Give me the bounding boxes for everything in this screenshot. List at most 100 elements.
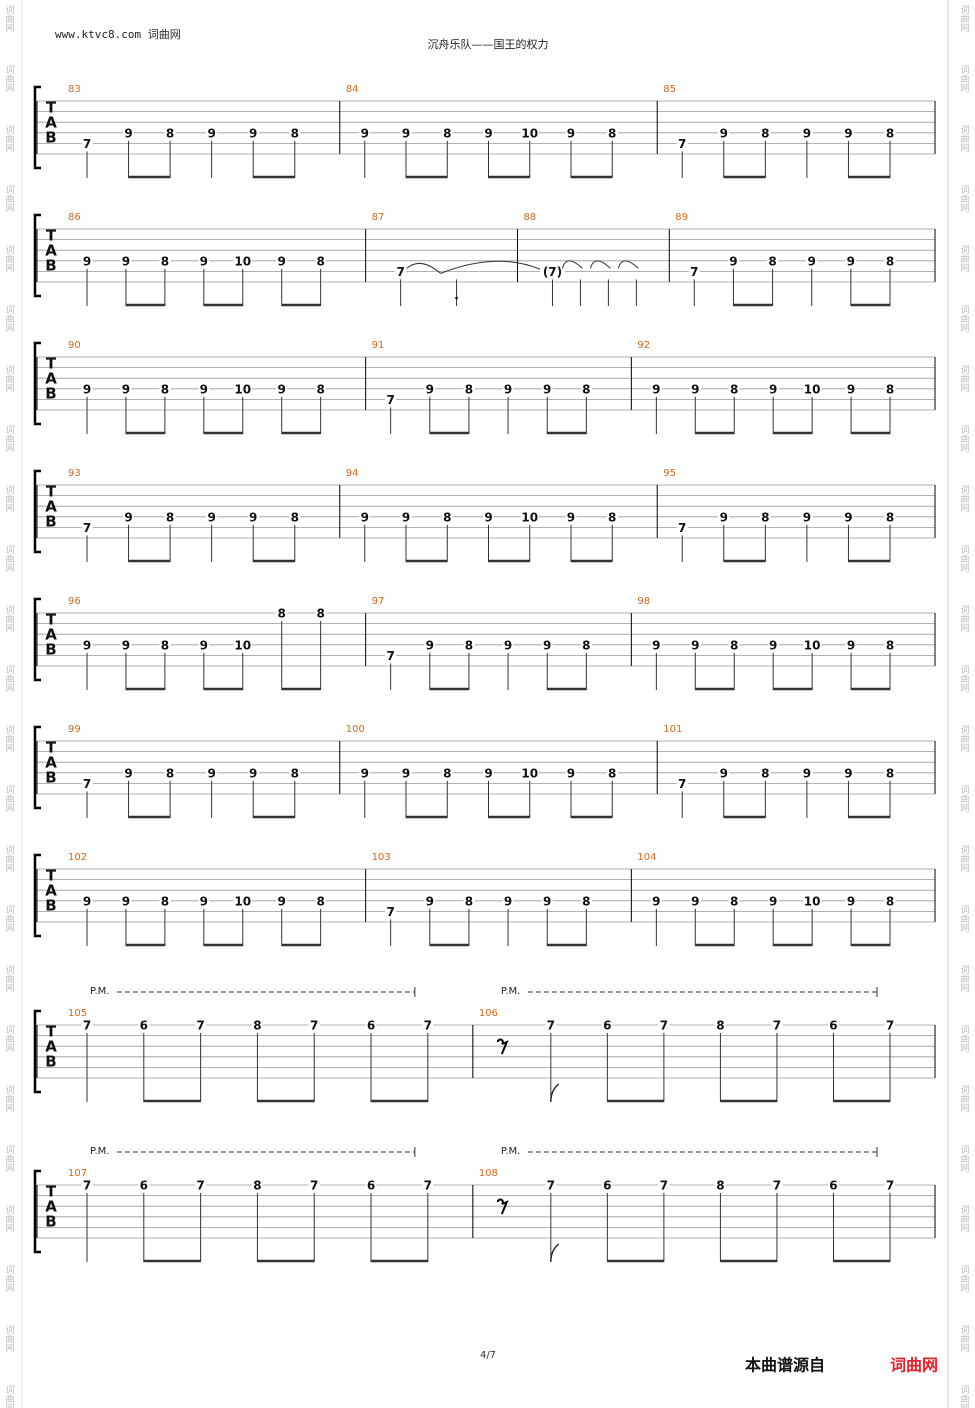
fret-bg xyxy=(541,382,553,395)
fret-number: 10 xyxy=(234,638,251,652)
tab-letter: T xyxy=(46,867,57,885)
fret-number: 6 xyxy=(367,1179,375,1193)
fret-number: 7 xyxy=(424,1179,432,1193)
fret-number: 9 xyxy=(652,382,660,396)
fret-bg xyxy=(308,1019,320,1031)
fret-number: 7 xyxy=(547,1179,555,1193)
fret-bg xyxy=(81,1019,93,1031)
fret-number: 8 xyxy=(166,126,174,140)
fret-bg xyxy=(689,638,701,651)
fret-number: 6 xyxy=(603,1019,611,1033)
fret-number: 9 xyxy=(691,382,699,396)
measure-number: 95 xyxy=(663,468,676,479)
fret-bg xyxy=(650,382,662,395)
fret-number: 9 xyxy=(652,894,660,908)
fret-bg xyxy=(422,1019,434,1031)
fret-bg xyxy=(601,1179,613,1191)
rest xyxy=(496,1198,509,1215)
fret-bg xyxy=(759,766,771,779)
fret-number: 9 xyxy=(504,382,512,396)
fret-bg xyxy=(806,254,818,267)
fret-number: 8 xyxy=(166,510,174,524)
fret-bg xyxy=(198,638,210,651)
tab-letter: T xyxy=(46,483,57,501)
fret-bg xyxy=(276,254,288,267)
fret-number: 8 xyxy=(886,766,894,780)
rest xyxy=(496,1038,509,1055)
fret-number: 9 xyxy=(847,254,855,268)
fret-bg xyxy=(365,1179,377,1191)
fret-number: 8 xyxy=(291,126,299,140)
measure-number: 108 xyxy=(479,1168,498,1179)
fret-number: 9 xyxy=(426,894,434,908)
fret-number: 8 xyxy=(761,126,769,140)
fret-number: 9 xyxy=(567,766,575,780)
fret-bg xyxy=(424,894,436,907)
fret-number: 8 xyxy=(443,126,451,140)
fret-number: 9 xyxy=(803,510,811,524)
watermark: 词曲网 xyxy=(959,1205,970,1233)
fret-number: 8 xyxy=(316,382,324,396)
fret-bg xyxy=(884,1019,896,1031)
fret-bg xyxy=(759,510,771,523)
watermark: 词曲网 xyxy=(959,905,970,933)
system-bracket xyxy=(33,341,41,426)
fret-number: 8 xyxy=(161,894,169,908)
fret-bg xyxy=(276,894,288,907)
fret-bg xyxy=(395,265,407,278)
fret-number: 8 xyxy=(582,894,590,908)
fret-bg xyxy=(565,766,577,779)
fret-bg xyxy=(767,254,779,267)
fret-bg xyxy=(803,382,822,395)
fret-bg xyxy=(842,510,854,523)
palm-mute: P.M. xyxy=(90,1146,109,1157)
fret-number: 7 xyxy=(196,1179,204,1193)
tab-letter: T xyxy=(46,99,57,117)
tab-letter: B xyxy=(45,1053,56,1071)
measure-number: 99 xyxy=(68,724,81,735)
fret-number: 9 xyxy=(543,382,551,396)
tie xyxy=(589,260,611,269)
fret-number: 9 xyxy=(691,638,699,652)
watermark: 词曲网 xyxy=(959,245,970,273)
tab-letter: A xyxy=(45,754,57,772)
fret-bg xyxy=(315,607,327,619)
fret-bg xyxy=(606,766,618,779)
fret-bg xyxy=(545,1179,557,1191)
fret-bg xyxy=(463,382,475,395)
fret-bg xyxy=(714,1179,726,1191)
fret-number: 9 xyxy=(769,382,777,396)
fret-number: 8 xyxy=(886,126,894,140)
fret-bg xyxy=(81,894,93,907)
watermark: 词曲网 xyxy=(959,185,970,213)
fret-number: 9 xyxy=(543,894,551,908)
fret-number: 9 xyxy=(200,254,208,268)
tab-letter: B xyxy=(45,897,56,915)
fret-number: 8 xyxy=(608,126,616,140)
fret-bg xyxy=(884,254,896,267)
fret-number: 8 xyxy=(278,607,286,621)
palm-mute: P.M. xyxy=(90,986,109,997)
fret-bg xyxy=(884,894,896,907)
measure-number: 103 xyxy=(372,852,391,863)
fret-bg xyxy=(385,393,397,406)
brand-label: 词曲网 xyxy=(890,1356,938,1375)
fret-number: 9 xyxy=(402,766,410,780)
watermark: 词曲网 xyxy=(959,65,970,93)
fret-bg xyxy=(884,638,896,651)
fret-number: 9 xyxy=(543,638,551,652)
fret-bg xyxy=(198,894,210,907)
fret-number: 7 xyxy=(660,1019,668,1033)
fret-bg xyxy=(400,126,412,139)
watermark: 词曲网 xyxy=(4,1265,15,1293)
fret-bg xyxy=(658,1179,670,1191)
fret-number: 10 xyxy=(521,126,538,140)
watermark: 词曲网 xyxy=(4,1085,15,1113)
fret-bg xyxy=(803,638,822,651)
fret-number: 9 xyxy=(124,126,132,140)
fret-bg xyxy=(650,894,662,907)
fret-number: 7 xyxy=(386,649,394,663)
system-bracket xyxy=(33,1009,41,1094)
watermark: 词曲网 xyxy=(4,125,15,153)
